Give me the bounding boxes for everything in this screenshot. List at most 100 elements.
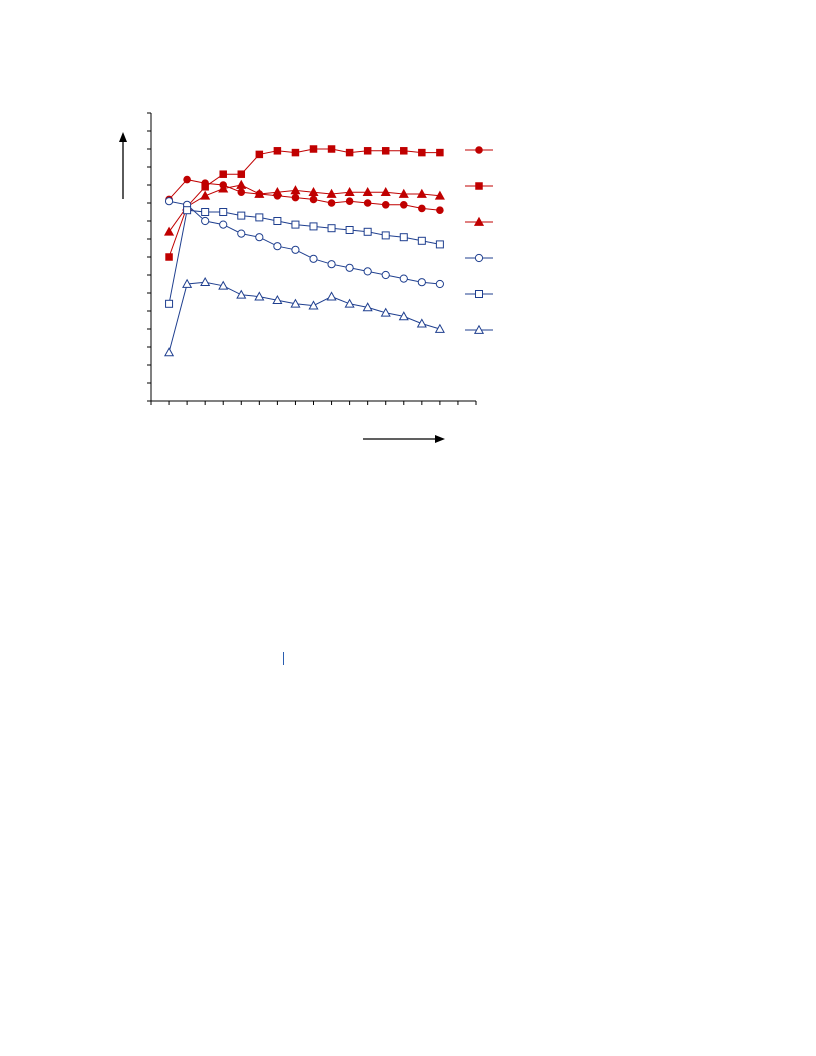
series-5-point (219, 208, 228, 216)
series-3-point (218, 183, 229, 193)
series-2-point (418, 148, 426, 157)
series-3-point (434, 190, 445, 200)
series-3-point (290, 185, 301, 195)
legend-entry-6 (465, 324, 493, 334)
series-1-point (327, 199, 336, 207)
series-5-point (183, 206, 192, 215)
legend-entry-5 (465, 290, 493, 298)
chart-axes (147, 112, 477, 405)
series-2-point (327, 145, 336, 153)
series-5-point (309, 222, 318, 231)
series-4-point (363, 267, 372, 276)
series-4-line (168, 200, 440, 285)
series-2-point (363, 147, 372, 155)
series-2-point (345, 148, 354, 157)
series-4-point (399, 274, 408, 283)
series-3-point (380, 186, 391, 197)
series-3-point (398, 188, 409, 198)
series-5-point (417, 236, 426, 245)
series-3-point (308, 186, 319, 197)
series-5-point (327, 224, 336, 233)
series-4 (164, 197, 444, 289)
series-1-point (345, 197, 354, 205)
series-2-point (255, 150, 264, 159)
series-4-point (255, 233, 264, 242)
legend-triangle-marker (473, 324, 485, 334)
series-5-point (237, 211, 246, 220)
series-3-point (344, 186, 355, 197)
series-2-point (309, 145, 318, 153)
series-3-point (326, 188, 337, 198)
series-6-point (290, 298, 301, 308)
series-6 (164, 276, 445, 357)
series-6-point (218, 280, 229, 290)
series-4-point (345, 263, 354, 272)
legend-circle-marker (475, 146, 483, 154)
series-4-point (219, 220, 228, 229)
legend (465, 146, 493, 334)
direction-arrows (119, 132, 445, 443)
series-5-point (255, 213, 264, 222)
series-4-point (237, 229, 246, 238)
series-5-line (168, 209, 440, 304)
series-6-point (236, 289, 247, 299)
series-1-point (436, 206, 444, 214)
series-2-point (237, 170, 246, 178)
series-3-point (200, 190, 211, 200)
series-4-point (417, 278, 426, 287)
series-4-point (381, 270, 390, 280)
legend-entry-4 (465, 253, 493, 263)
series-6-point (416, 318, 427, 328)
series-3-point (416, 188, 427, 198)
series-2-point (165, 253, 173, 261)
series-1-point (399, 201, 408, 209)
series-6-point (362, 302, 373, 312)
series-6-point (326, 291, 337, 301)
series-5-point (165, 299, 174, 308)
series-1-point (363, 199, 372, 207)
series-1-point (309, 195, 318, 204)
series-3-point (254, 188, 265, 198)
series-4-point (435, 279, 444, 289)
legend-entry-2 (465, 182, 493, 190)
legend-circle-marker (474, 253, 484, 263)
series-1-point (183, 175, 191, 184)
series-3-point (164, 226, 175, 236)
series-4-point (273, 242, 282, 251)
series-5-point (435, 240, 444, 249)
y-arrowhead (119, 132, 127, 142)
series-2-point (381, 147, 390, 155)
series-4-point (201, 216, 210, 226)
series-1-point (237, 188, 246, 196)
series-2-point (201, 183, 209, 191)
series-6-point (182, 278, 193, 288)
series-2-line (168, 148, 440, 258)
series-4-point (309, 254, 318, 263)
series-3-point (362, 186, 373, 197)
series-2-point (273, 147, 282, 155)
series-3-point (272, 186, 283, 197)
legend-square-marker (475, 290, 483, 298)
series-5-point (399, 233, 408, 242)
x-arrowhead (435, 435, 445, 443)
series-6-point (344, 298, 355, 308)
legend-entry-3 (465, 216, 493, 226)
series-6-point (164, 347, 175, 357)
series-6-point (254, 291, 265, 301)
series-5-point (201, 208, 210, 216)
series-6-point (308, 300, 319, 310)
series-1-point (381, 201, 390, 209)
series-5-point (291, 220, 300, 229)
text-cursor (283, 652, 284, 665)
legend-triangle-marker (473, 216, 485, 226)
series-1-line (168, 179, 440, 211)
series-1-point (291, 193, 300, 202)
series-6-point (434, 323, 445, 333)
series-5 (165, 206, 444, 308)
series-4-point (291, 245, 300, 254)
series-layer (164, 145, 445, 357)
series-6-line (168, 281, 441, 353)
series-5-point (345, 226, 354, 234)
series-4-point (164, 197, 174, 206)
series-5-point (273, 217, 282, 225)
